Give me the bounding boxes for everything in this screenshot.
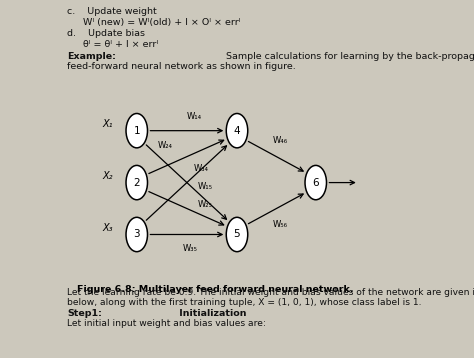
Text: W₁₄: W₁₄: [186, 112, 201, 121]
Text: W₃₄: W₃₄: [194, 164, 209, 173]
Text: Step1:: Step1:: [67, 309, 102, 318]
Text: W₂₄: W₂₄: [158, 141, 173, 150]
Text: Wᴵ (new) = Wᴵ(old) + l × Oᴵ × errᴵ: Wᴵ (new) = Wᴵ(old) + l × Oᴵ × errᴵ: [83, 18, 241, 27]
Text: Let initial input weight and bias values are:: Let initial input weight and bias values…: [67, 319, 266, 328]
Text: Sample calculations for learning by the back-propagation algorithm. Consider a m: Sample calculations for learning by the …: [223, 52, 474, 61]
Ellipse shape: [226, 113, 248, 148]
Text: W₂₅: W₂₅: [197, 200, 212, 209]
Text: below, along with the first training tuple, X = (1, 0, 1), whose class label is : below, along with the first training tup…: [67, 298, 421, 307]
Ellipse shape: [305, 165, 327, 200]
Text: 4: 4: [234, 126, 240, 136]
Text: 1: 1: [134, 126, 140, 136]
Text: W₅₆: W₅₆: [273, 220, 287, 229]
Text: X₂: X₂: [103, 171, 113, 181]
Ellipse shape: [126, 113, 147, 148]
Text: X₃: X₃: [103, 223, 113, 233]
Text: Initialization: Initialization: [176, 309, 247, 318]
Text: X₁: X₁: [103, 119, 113, 129]
Text: W₄₆: W₄₆: [273, 136, 288, 145]
Text: 3: 3: [134, 229, 140, 240]
Ellipse shape: [126, 165, 147, 200]
Text: 5: 5: [234, 229, 240, 240]
Text: 6: 6: [312, 178, 319, 188]
Text: θᴵ = θᴵ + l × errᴵ: θᴵ = θᴵ + l × errᴵ: [83, 40, 158, 49]
Text: W₃₅: W₃₅: [183, 244, 198, 253]
Ellipse shape: [126, 217, 147, 252]
Text: Figure 6.8: Multilayer feed forward neural network.: Figure 6.8: Multilayer feed forward neur…: [77, 285, 354, 294]
Text: 2: 2: [134, 178, 140, 188]
Text: feed-forward neural network as shown in figure.: feed-forward neural network as shown in …: [67, 62, 296, 71]
Ellipse shape: [226, 217, 248, 252]
Text: Let the learning rate be 0.9. The initial weight and bias values of the network : Let the learning rate be 0.9. The initia…: [67, 288, 474, 297]
Text: c.    Update weight: c. Update weight: [67, 7, 157, 16]
Text: d.    Update bias: d. Update bias: [67, 29, 145, 38]
Text: Example:: Example:: [67, 52, 116, 61]
Text: W₁₅: W₁₅: [197, 182, 212, 191]
